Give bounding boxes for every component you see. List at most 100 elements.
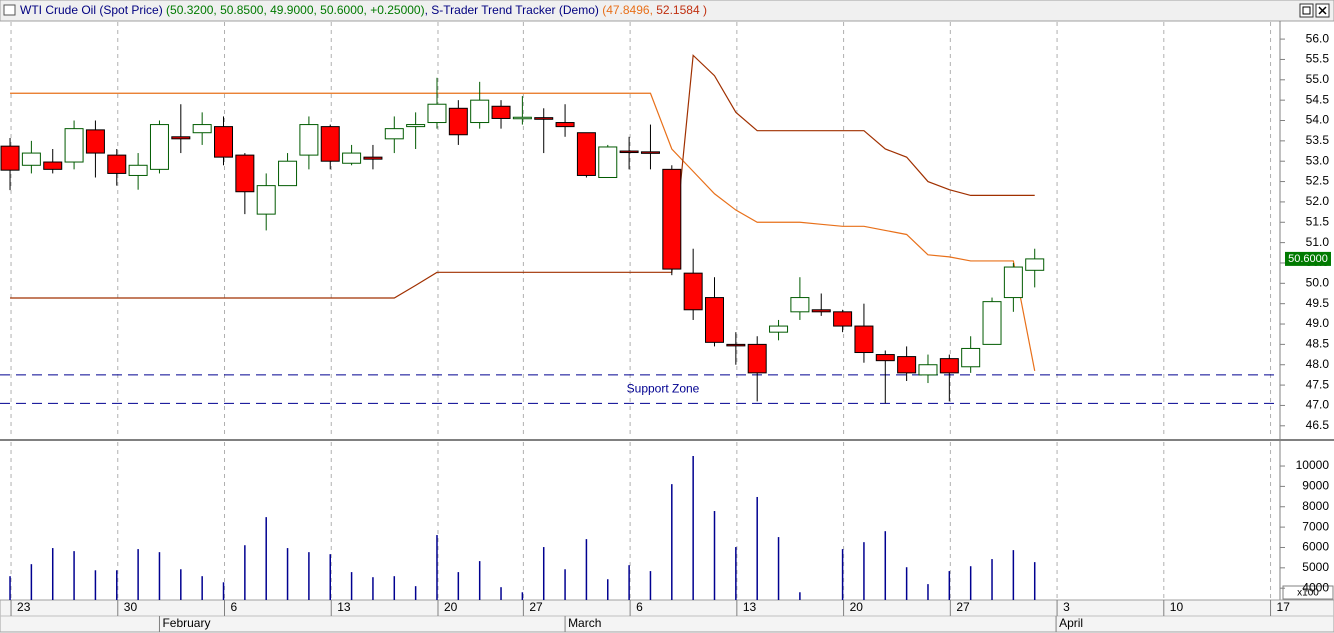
y-tick-label: 53.0 [1306,153,1330,167]
candle-body [619,150,639,154]
title-part: (50.3200, 50.8500, 49.9000, 50.6000, +0.… [163,3,425,17]
scale-box [1282,585,1334,600]
y-tick-label: 6000 [1302,540,1329,554]
candle-body [448,107,468,136]
x-tick-label: 10 [1170,600,1184,614]
candle-body [939,358,959,374]
y-tick-label: 5000 [1302,560,1329,574]
candle-body [918,364,938,376]
candle-body [512,116,532,120]
y-tick-label: 50.0 [1306,275,1330,289]
y-tick-label: 49.0 [1306,316,1330,330]
volume-scale-label: x100 [1297,588,1319,599]
x-tick-label: 13 [743,600,757,614]
candle-body [214,126,234,158]
candle-body [107,154,127,174]
title-part: WTI Crude Oil (Spot Price) [20,3,163,17]
y-tick-label: 55.0 [1306,72,1330,86]
x-tick-label: 20 [444,600,458,614]
candle-body [833,311,853,327]
x-tick-label: 6 [231,600,238,614]
indicator-line [10,54,1035,299]
month-label: March [568,616,601,630]
y-tick-label: 53.5 [1306,133,1330,147]
restore-icon [1302,6,1311,15]
candle-body [790,297,810,313]
candle-body [726,343,746,347]
candle-body [192,124,212,134]
candle-body [342,152,362,164]
title: WTI Crude Oil (Spot Price) (50.3200, 50.… [20,3,707,17]
x-tick-label: 27 [529,600,543,614]
candle-body [278,160,298,187]
title-part: (47.8496, [599,3,656,17]
candle-body [662,168,682,270]
candle-body [427,103,447,124]
x-tick-label: 3 [1063,600,1070,614]
y-tick-label: 48.0 [1306,357,1330,371]
candle-body [470,99,490,124]
y-tick-label: 52.0 [1306,194,1330,208]
x-tick-label: 17 [1277,600,1291,614]
candle-body [961,347,981,368]
candle-body [534,117,554,120]
candle-body [299,124,319,156]
y-tick-label: 7000 [1302,519,1329,533]
candle-body [640,151,660,154]
candle-body [0,145,20,171]
title-part: 52.1584 ) [656,3,707,17]
candle-body [235,154,255,193]
candle-body [171,136,191,140]
x-tick-label: 23 [17,600,31,614]
candle-body [363,156,383,160]
last-price-box [1285,251,1331,266]
candle-body [384,128,404,140]
y-tick-label: 51.5 [1306,214,1330,228]
candle-body [747,343,767,374]
candle-body [21,152,41,166]
annotation: Support Zone [627,381,700,395]
x-tick-label: 27 [956,600,970,614]
restore-button[interactable] [1299,3,1314,18]
candle-body [256,185,276,215]
candle-body [875,354,895,362]
last-price-label: 50.6000 [1288,253,1328,265]
candle-body [1025,258,1045,271]
indicator-line [10,92,1036,371]
y-tick-label: 46.5 [1306,418,1330,432]
y-tick-label: 49.5 [1306,296,1330,310]
candle-body [854,325,874,354]
candle-body [320,126,340,162]
close-icon [1318,6,1327,15]
x-tick-label: 30 [124,600,138,614]
candle-body [982,301,1002,345]
title-bar [0,0,1334,22]
candle-body [1003,266,1023,299]
y-tick-label: 54.0 [1306,113,1330,127]
y-tick-label: 4000 [1302,580,1329,594]
y-tick-label: 47.5 [1306,377,1330,391]
candle-body [491,105,511,119]
y-tick-label: 10000 [1296,458,1330,472]
candle-body [683,272,703,311]
candle-body [43,161,63,170]
y-tick-label: 8000 [1302,499,1329,513]
candle-body [85,129,105,154]
candle-body [598,146,618,178]
candle-body [128,164,148,176]
x-tick-label: 6 [636,600,643,614]
y-tick-label: 51.0 [1306,235,1330,249]
y-tick-label: 55.5 [1306,52,1330,66]
candle-body [769,325,789,333]
month-label: February [162,616,210,630]
y-tick-label: 54.5 [1306,92,1330,106]
candle-body [406,124,426,128]
y-tick-label: 47.0 [1306,398,1330,412]
candle-body [576,132,596,176]
candle-body [705,297,725,343]
x-tick-label: 20 [850,600,864,614]
candle-body [64,128,84,163]
candle-body [555,122,575,128]
